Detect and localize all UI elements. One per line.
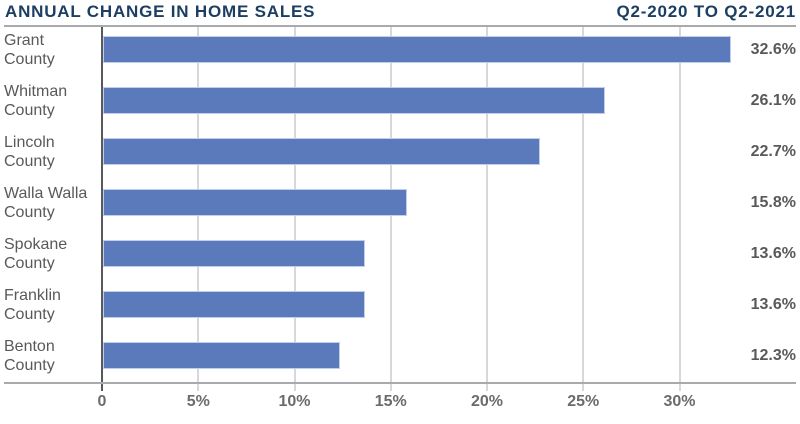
x-tick-label: 10%	[278, 393, 311, 410]
category-label: Franklin County	[4, 287, 61, 323]
plot-top-border	[4, 25, 796, 27]
category-label: Lincoln County	[4, 134, 55, 170]
value-label: 26.1%	[750, 92, 796, 109]
gridline	[582, 26, 585, 391]
category-label: Benton County	[4, 338, 55, 374]
category-label: Whitman County	[4, 83, 68, 119]
bar	[103, 87, 606, 114]
value-label: 13.6%	[750, 296, 796, 313]
value-label: 32.6%	[750, 41, 796, 58]
bar	[103, 342, 340, 369]
category-label: Spokane County	[4, 236, 68, 272]
value-label: 22.7%	[750, 143, 796, 160]
zero-axis-line	[101, 26, 103, 391]
x-tick-label: 20%	[470, 393, 504, 410]
x-tick-label: 5%	[186, 393, 210, 410]
x-tick-label: 15%	[374, 393, 407, 410]
gridline	[486, 26, 488, 391]
category-label: Grant County	[4, 32, 55, 68]
value-label: 13.6%	[750, 245, 796, 262]
gridline	[678, 26, 681, 391]
bar	[103, 36, 731, 63]
category-label: Walla Walla County	[4, 185, 88, 221]
x-tick-label: 0	[97, 393, 107, 410]
bar	[103, 138, 540, 165]
bar	[103, 291, 365, 318]
bar	[103, 240, 365, 267]
x-tick-label: 30%	[663, 393, 696, 410]
value-label: 12.3%	[750, 347, 796, 364]
bar	[103, 189, 408, 216]
chart-title: ANNUAL CHANGE IN HOME SALES	[5, 2, 316, 21]
value-label: 15.8%	[750, 194, 796, 211]
chart-subtitle: Q2-2020 TO Q2-2021	[616, 2, 796, 21]
x-tick-label: 25%	[567, 393, 600, 410]
x-axis-line	[4, 382, 796, 384]
